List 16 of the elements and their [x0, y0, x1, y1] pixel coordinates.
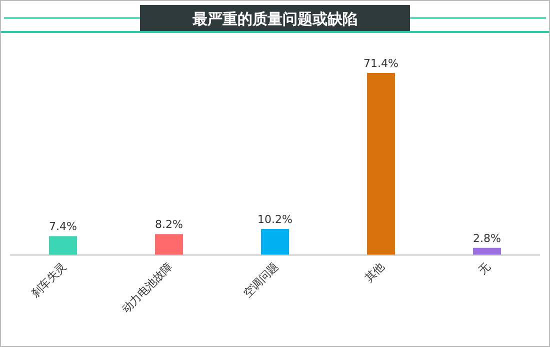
data-label: 71.4% — [364, 57, 398, 70]
data-label: 8.2% — [155, 218, 183, 232]
x-tick-label: 动力电池故障 — [119, 260, 176, 316]
chart-title: 最严重的质量问题或缺陷 — [192, 10, 358, 28]
data-label: 2.8% — [473, 232, 501, 245]
data-label: 10.2% — [258, 213, 292, 226]
bar — [155, 234, 183, 255]
data-label: 7.4% — [49, 220, 77, 234]
bar — [473, 248, 501, 255]
x-tick-label: 其他 — [362, 260, 388, 285]
x-tick-label: 空调问题 — [240, 260, 282, 300]
x-tick-label: 无 — [476, 260, 494, 277]
bar — [261, 229, 289, 255]
bar — [49, 236, 77, 255]
x-tick-label: 刹车失灵 — [28, 260, 70, 300]
bar — [367, 73, 395, 255]
